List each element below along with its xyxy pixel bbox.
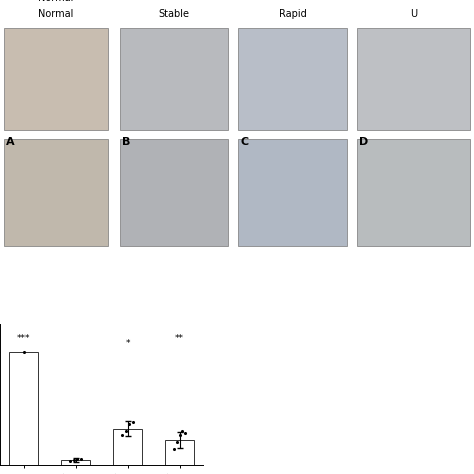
- Text: *: *: [125, 339, 130, 348]
- Point: [171, 445, 178, 453]
- Bar: [120, 28, 228, 130]
- Point: [173, 438, 181, 446]
- Bar: [113, 428, 142, 465]
- Point: [20, 349, 27, 356]
- Bar: [238, 28, 347, 130]
- Text: B: B: [122, 137, 131, 147]
- Point: [70, 456, 78, 464]
- Point: [66, 457, 74, 465]
- Bar: [4, 139, 108, 246]
- Point: [118, 432, 126, 439]
- Bar: [120, 139, 228, 246]
- Point: [181, 429, 189, 437]
- Bar: [238, 139, 347, 246]
- Point: [73, 456, 81, 463]
- Point: [126, 420, 133, 428]
- Text: Normal: Normal: [38, 0, 73, 3]
- Text: Normal: Normal: [38, 9, 73, 19]
- Bar: [165, 440, 194, 465]
- Point: [77, 455, 84, 463]
- Point: [176, 432, 183, 439]
- Bar: [61, 460, 90, 465]
- Point: [178, 427, 186, 435]
- Text: ***: ***: [17, 335, 30, 344]
- Text: D: D: [359, 137, 369, 147]
- Bar: [9, 353, 38, 465]
- Text: **: **: [175, 335, 184, 344]
- Point: [129, 418, 137, 426]
- Bar: [357, 28, 470, 130]
- Text: Rapid: Rapid: [279, 9, 307, 19]
- Text: A: A: [6, 137, 15, 147]
- Point: [122, 427, 130, 435]
- Bar: [4, 28, 108, 130]
- Text: U: U: [410, 9, 417, 19]
- Bar: [357, 139, 470, 246]
- Text: Stable: Stable: [159, 9, 190, 19]
- Text: C: C: [241, 137, 249, 147]
